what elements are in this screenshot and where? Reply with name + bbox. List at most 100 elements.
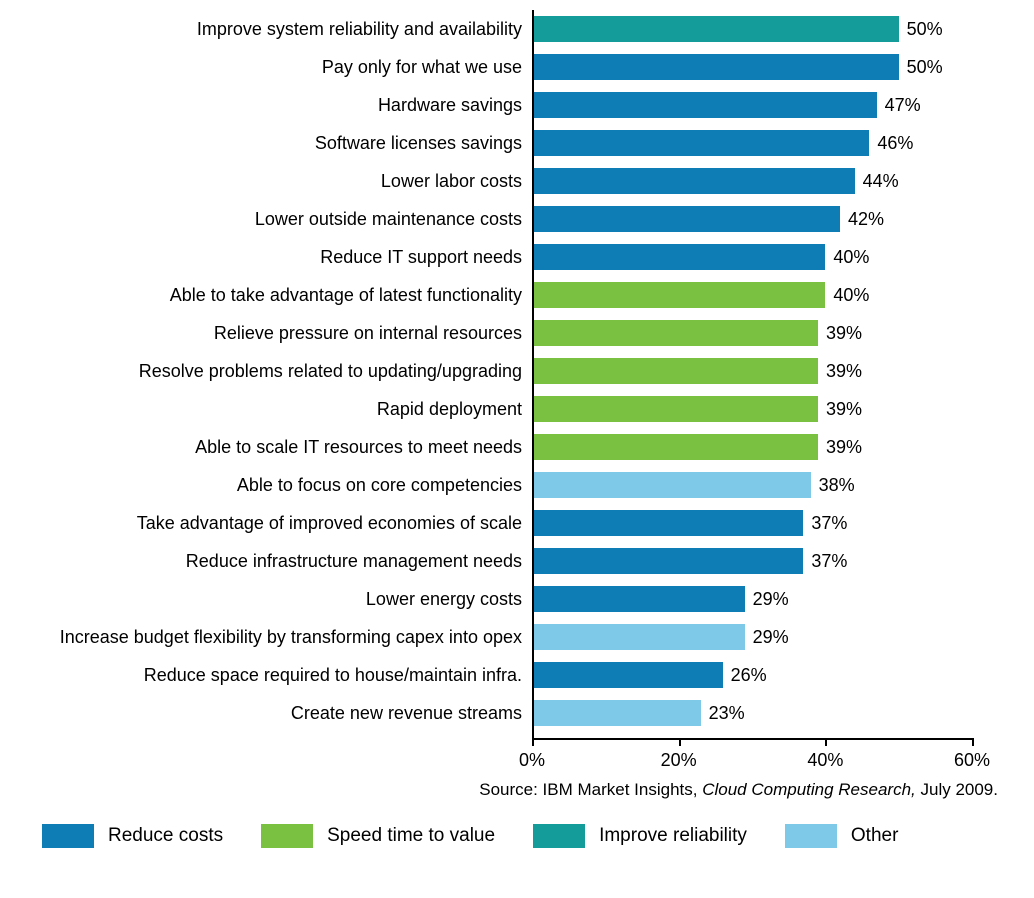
legend-label: Other <box>851 825 899 847</box>
bar-value-label: 50% <box>899 57 943 78</box>
bar-label: Software licenses savings <box>0 133 532 154</box>
bar <box>532 244 825 270</box>
bar <box>532 54 899 80</box>
bar-value-label: 23% <box>701 703 745 724</box>
bar-row: Increase budget flexibility by transform… <box>0 618 1034 656</box>
bar-row: Lower outside maintenance costs 42% <box>0 200 1034 238</box>
legend-label: Improve reliability <box>599 825 747 847</box>
x-tick-label: 20% <box>661 750 697 771</box>
bar-row: Able to scale IT resources to meet needs… <box>0 428 1034 466</box>
bar-label: Take advantage of improved economies of … <box>0 513 532 534</box>
bar-label: Lower labor costs <box>0 171 532 192</box>
bar-row: Create new revenue streams 23% <box>0 694 1034 732</box>
bar <box>532 510 803 536</box>
bar <box>532 700 701 726</box>
bar-label: Resolve problems related to updating/upg… <box>0 361 532 382</box>
source-italic: Cloud Computing Research, <box>702 780 916 799</box>
bar-row: Software licenses savings 46% <box>0 124 1034 162</box>
bar-value-label: 40% <box>825 247 869 268</box>
bar-label: Hardware savings <box>0 95 532 116</box>
bar-area: 39% <box>532 352 1002 390</box>
bar-area: 39% <box>532 314 1002 352</box>
bar-row: Hardware savings 47% <box>0 86 1034 124</box>
legend-swatch <box>42 824 94 848</box>
bar-label: Able to take advantage of latest functio… <box>0 285 532 306</box>
bar-value-label: 29% <box>745 627 789 648</box>
bar-row: Improve system reliability and availabil… <box>0 10 1034 48</box>
legend-item: Other <box>785 824 899 848</box>
bar-value-label: 37% <box>803 513 847 534</box>
bar-value-label: 37% <box>803 551 847 572</box>
x-tick-label: 40% <box>807 750 843 771</box>
bar-value-label: 38% <box>811 475 855 496</box>
bar-area: 50% <box>532 10 1002 48</box>
source-prefix: Source: IBM Market Insights, <box>479 780 702 799</box>
bar-value-label: 39% <box>818 361 862 382</box>
bar-area: 37% <box>532 504 1002 542</box>
legend-swatch <box>533 824 585 848</box>
bar-area: 40% <box>532 276 1002 314</box>
bar <box>532 206 840 232</box>
bar-row: Resolve problems related to updating/upg… <box>0 352 1034 390</box>
bar <box>532 130 869 156</box>
bar <box>532 282 825 308</box>
bar <box>532 586 745 612</box>
bar-area: 44% <box>532 162 1002 200</box>
bar <box>532 358 818 384</box>
bar-label: Reduce IT support needs <box>0 247 532 268</box>
bar-area: 23% <box>532 694 1002 732</box>
bar-area: 46% <box>532 124 1002 162</box>
bar-area: 47% <box>532 86 1002 124</box>
bar <box>532 624 745 650</box>
x-tick <box>972 738 974 746</box>
bar-row: Reduce infrastructure management needs37… <box>0 542 1034 580</box>
bar <box>532 92 877 118</box>
bar-area: 38% <box>532 466 1002 504</box>
bar-area: 29% <box>532 580 1002 618</box>
bar-row: Lower labor costs44% <box>0 162 1034 200</box>
bar-value-label: 40% <box>825 285 869 306</box>
bar-value-label: 42% <box>840 209 884 230</box>
bar <box>532 396 818 422</box>
bar <box>532 168 855 194</box>
bar-value-label: 39% <box>818 399 862 420</box>
legend-swatch <box>785 824 837 848</box>
x-tick <box>532 738 534 746</box>
bar-row: Take advantage of improved economies of … <box>0 504 1034 542</box>
bar <box>532 320 818 346</box>
bar-label: Increase budget flexibility by transform… <box>0 627 532 648</box>
legend-item: Speed time to value <box>261 824 495 848</box>
bar <box>532 548 803 574</box>
bar-row: Pay only for what we use50% <box>0 48 1034 86</box>
bar-value-label: 50% <box>899 19 943 40</box>
bar-area: 39% <box>532 428 1002 466</box>
bar-value-label: 47% <box>877 95 921 116</box>
chart-rows: Improve system reliability and availabil… <box>0 10 1034 732</box>
x-tick-label: 60% <box>954 750 990 771</box>
legend-label: Speed time to value <box>327 825 495 847</box>
bar-row: Able to focus on core competencies 38% <box>0 466 1034 504</box>
x-axis-line <box>532 738 972 740</box>
bar-row: Reduce space required to house/maintain … <box>0 656 1034 694</box>
x-tick <box>679 738 681 746</box>
bar-label: Lower outside maintenance costs <box>0 209 532 230</box>
bar-label: Create new revenue streams <box>0 703 532 724</box>
legend-swatch <box>261 824 313 848</box>
legend-item: Reduce costs <box>42 824 223 848</box>
bar-value-label: 26% <box>723 665 767 686</box>
bar-label: Able to focus on core competencies <box>0 475 532 496</box>
bar-area: 26% <box>532 656 1002 694</box>
bar <box>532 16 899 42</box>
bar <box>532 472 811 498</box>
bar-label: Rapid deployment <box>0 399 532 420</box>
bar-area: 40% <box>532 238 1002 276</box>
bar-area: 37% <box>532 542 1002 580</box>
bar-label: Reduce space required to house/maintain … <box>0 665 532 686</box>
bar-label: Able to scale IT resources to meet needs <box>0 437 532 458</box>
bar-row: Reduce IT support needs 40% <box>0 238 1034 276</box>
bar-label: Improve system reliability and availabil… <box>0 19 532 40</box>
x-tick <box>825 738 827 746</box>
bar-row: Able to take advantage of latest functio… <box>0 276 1034 314</box>
bar-value-label: 39% <box>818 323 862 344</box>
bar-value-label: 46% <box>869 133 913 154</box>
